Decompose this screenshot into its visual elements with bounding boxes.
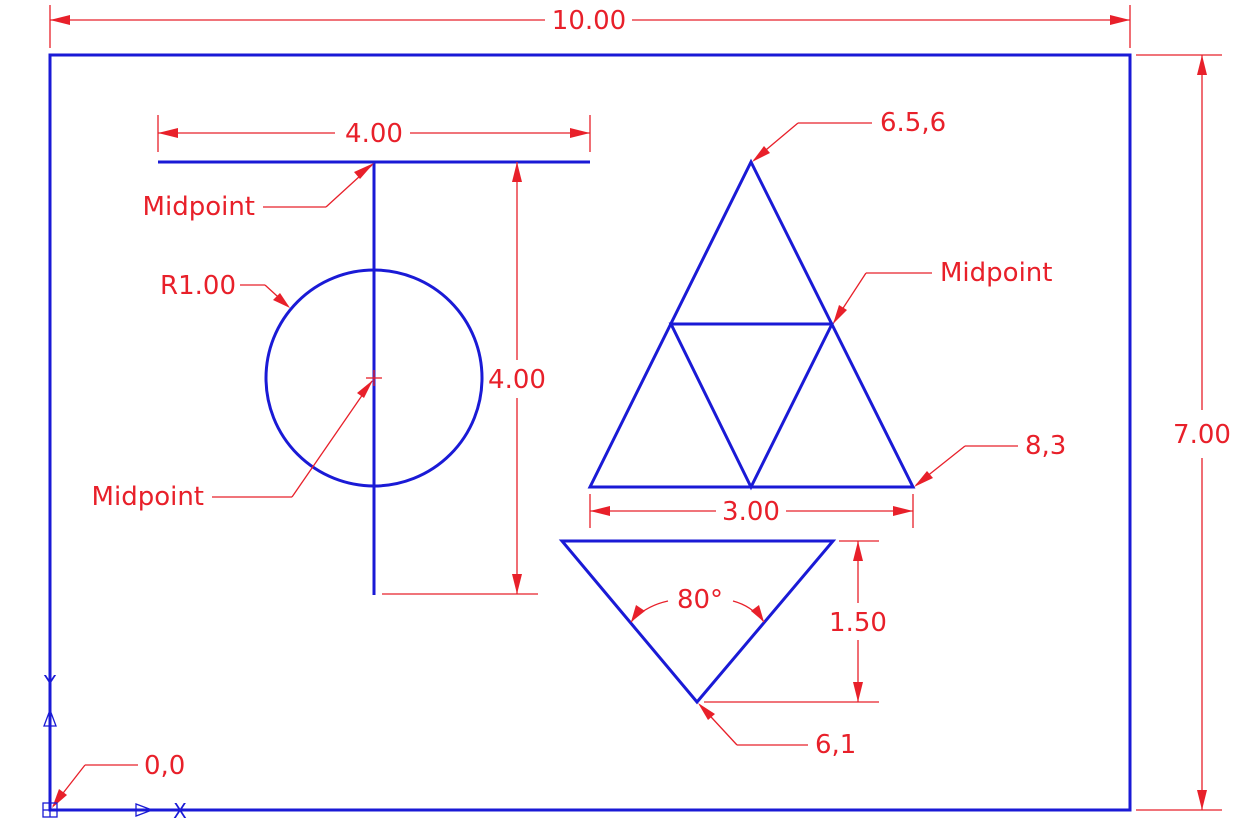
dimension-text-width: 10.00 (552, 6, 626, 36)
midpoint-label-center: Midpoint (92, 482, 204, 512)
origin-coordinate: 0,0 (144, 751, 185, 781)
midpoint-label-top: Midpoint (143, 192, 255, 222)
center-mark (366, 370, 382, 386)
dimension-overall-width: 10.00 (49, 5, 1131, 48)
dimension-text-triangle-base: 3.00 (722, 497, 780, 527)
midpoint-label-triangle: Midpoint (940, 258, 1052, 288)
leader-midpoint-top: Midpoint (143, 163, 374, 222)
dimension-text-inverted-height: 1.50 (829, 608, 887, 638)
apex-coordinate: 6.5,6 (880, 108, 946, 138)
ucs-x-label: X (173, 799, 187, 823)
dimension-top-line: 4.00 (157, 115, 591, 152)
dimension-text-top-line: 4.00 (345, 119, 403, 149)
inverted-triangle (558, 539, 837, 705)
circle (264, 268, 484, 488)
dimension-overall-height: 7.00 (1136, 54, 1231, 811)
leader-radius: R1.00 (160, 271, 290, 308)
dimension-angle: 80° (630, 585, 765, 623)
dimension-text-vertical-line: 4.00 (488, 365, 546, 395)
ucs-y-label: Y (43, 671, 57, 695)
inner-triangle (668, 322, 835, 491)
right-corner-coordinate: 8,3 (1025, 431, 1066, 461)
border-rectangle (48, 53, 1132, 812)
bottom-vertex-coordinate: 6,1 (815, 730, 856, 760)
leader-bottom-vertex: 6,1 (698, 703, 856, 760)
dimension-inverted-height: 1.50 (704, 540, 887, 703)
radius-label: R1.00 (160, 271, 236, 301)
dimension-text-height: 7.00 (1173, 420, 1231, 450)
leader-midpoint-triangle: Midpoint (833, 258, 1052, 324)
leader-right-corner: 8,3 (914, 431, 1066, 487)
dimension-vertical-line: 4.00 (382, 162, 546, 595)
leader-apex: 6.5,6 (752, 108, 946, 162)
leader-midpoint-center: Midpoint (92, 380, 373, 512)
ucs-icon: Y X (42, 671, 187, 823)
leader-origin: 0,0 (52, 751, 185, 808)
dimension-triangle-base: 3.00 (589, 494, 914, 528)
dimension-text-angle: 80° (677, 585, 723, 615)
